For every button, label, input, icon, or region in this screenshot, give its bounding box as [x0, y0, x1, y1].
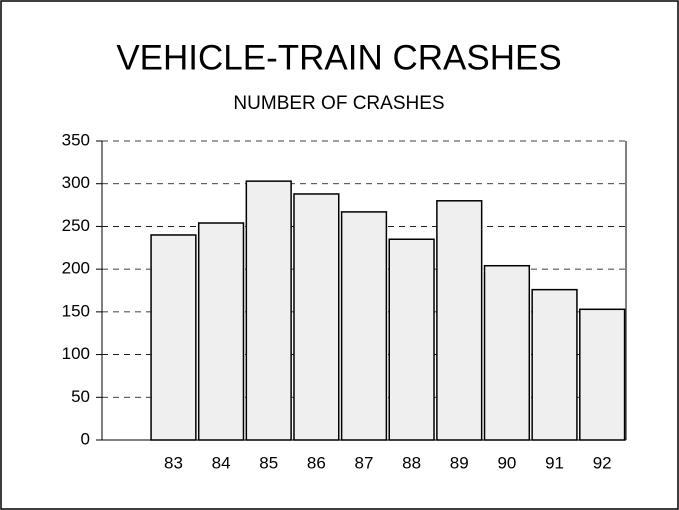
x-tick-label: 91: [545, 453, 564, 472]
y-tick-label: 150: [62, 301, 90, 320]
y-tick-label: 250: [62, 216, 90, 235]
bar: [293, 193, 340, 441]
x-tick-label: 88: [402, 453, 421, 472]
bar: [388, 238, 435, 441]
bar: [483, 264, 531, 441]
x-tick-label: 85: [259, 453, 278, 472]
bar: [531, 288, 578, 441]
x-tick-label: 89: [450, 453, 469, 472]
bar: [197, 222, 245, 441]
y-tick-label: 300: [62, 173, 90, 192]
x-tick-label: 86: [307, 453, 326, 472]
x-tick-label: 92: [593, 453, 612, 472]
bar: [340, 211, 388, 441]
y-tick-label: 200: [62, 259, 90, 278]
x-tick-label: 84: [212, 453, 231, 472]
y-tick-label: 50: [71, 387, 90, 406]
chart-title: VEHICLE-TRAIN CRASHES: [116, 38, 561, 77]
bar: [436, 200, 483, 441]
x-tick-label: 83: [164, 453, 183, 472]
y-tick-label: 350: [62, 130, 90, 149]
bar: [245, 180, 292, 441]
chart-subtitle: NUMBER OF CRASHES: [233, 93, 444, 114]
x-tick-label: 90: [497, 453, 516, 472]
bar: [579, 308, 626, 441]
x-tick-label: 87: [355, 453, 374, 472]
bar: [150, 234, 197, 441]
y-tick-label: 0: [81, 429, 90, 448]
y-tick-label: 100: [62, 344, 90, 363]
